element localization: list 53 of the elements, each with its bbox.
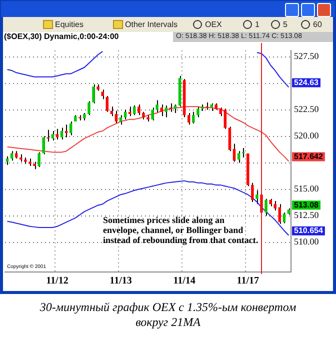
data-label: 510.654 bbox=[294, 226, 324, 236]
candlestick bbox=[187, 112, 190, 126]
candlestick bbox=[138, 104, 140, 116]
x-tick-label: 11/17 bbox=[236, 276, 259, 287]
candlestick bbox=[106, 95, 109, 112]
y-tick-label: 527.50 bbox=[294, 51, 320, 62]
candlestick bbox=[278, 204, 282, 224]
candlestick bbox=[264, 198, 268, 216]
text: 1 bbox=[255, 20, 260, 29]
candlestick bbox=[56, 128, 59, 140]
candlestick bbox=[133, 105, 136, 116]
candlestick bbox=[69, 120, 72, 136]
candlestick bbox=[51, 130, 54, 142]
text: 30-минутный график OEX с 1.35%-ым конвертом вокруг 21MA bbox=[38, 300, 298, 330]
candlestick bbox=[274, 200, 276, 212]
y-tick-label: 520.00 bbox=[294, 130, 320, 141]
text: Equities bbox=[55, 20, 84, 29]
candlestick bbox=[42, 136, 45, 155]
x-tick-label: 11/12 bbox=[46, 276, 68, 287]
candlestick bbox=[237, 150, 240, 164]
candlestick bbox=[60, 127, 64, 140]
candlestick bbox=[101, 89, 104, 100]
candlestick bbox=[251, 182, 254, 203]
chart-title: ($OEX,30) Dynamic,0:00-24:00 bbox=[4, 32, 119, 41]
text: 60 bbox=[313, 20, 322, 29]
candlestick bbox=[92, 84, 95, 104]
data-label: 524.63 bbox=[294, 78, 320, 87]
x-tick-label: 11/13 bbox=[110, 276, 132, 287]
candlestick bbox=[228, 126, 232, 152]
data-label: 517.642 bbox=[294, 152, 324, 161]
candlestick bbox=[114, 110, 118, 124]
y-tick-label: 512.50 bbox=[294, 210, 320, 220]
y-tick-label: 510.00 bbox=[294, 236, 320, 247]
y-tick-label: 522.50 bbox=[294, 104, 320, 114]
candlestick bbox=[88, 100, 90, 116]
candlestick bbox=[282, 212, 286, 224]
y-tick-label: 515.00 bbox=[294, 184, 320, 194]
text: 513.08 bbox=[294, 200, 318, 210]
candlestick bbox=[10, 150, 14, 162]
text: Other Intervals bbox=[125, 20, 178, 29]
candlestick bbox=[224, 108, 227, 130]
candlestick bbox=[38, 152, 40, 168]
candlestick bbox=[164, 105, 168, 118]
annotation: Sometimes prices slide along an envelope, channel, or Bollinger band instead of rebounding from that contact. bbox=[103, 215, 260, 245]
candlestick bbox=[232, 143, 236, 162]
candlestick bbox=[119, 114, 122, 126]
candlestick bbox=[192, 111, 195, 124]
text: OEX bbox=[205, 20, 222, 29]
candlestick bbox=[256, 190, 258, 205]
x-tick-label: 11/14 bbox=[173, 276, 196, 287]
candlestick bbox=[160, 104, 163, 117]
text: 5 bbox=[283, 20, 288, 29]
candlestick bbox=[196, 106, 200, 118]
